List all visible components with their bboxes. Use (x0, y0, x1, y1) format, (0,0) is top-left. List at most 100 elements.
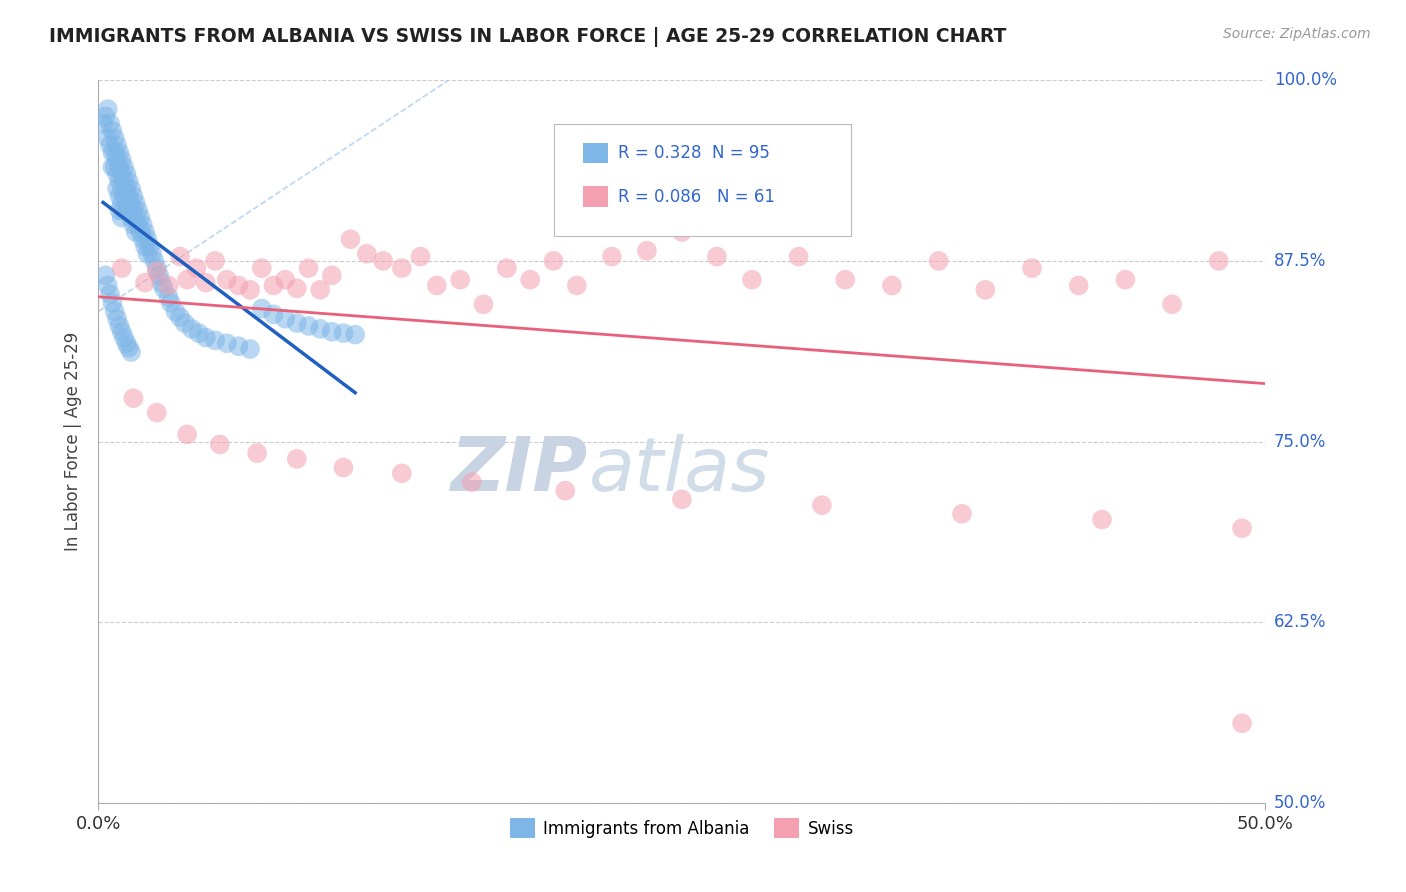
Point (118, 189, 141, 203)
Point (111, 261, 134, 276)
Point (1230, 521, 1253, 535)
Point (146, 406, 169, 420)
Point (297, 318, 319, 333)
Point (125, 196, 148, 211)
Point (120, 196, 142, 211)
Point (215, 273, 238, 287)
Point (356, 246, 378, 260)
Point (1208, 254, 1230, 268)
Point (111, 325, 134, 339)
Point (91, 117, 114, 131)
Point (111, 211, 134, 225)
Point (339, 232, 361, 246)
Point (104, 145, 127, 160)
Point (132, 232, 155, 246)
Point (332, 326, 354, 341)
Text: 87.5%: 87.5% (1274, 252, 1326, 270)
FancyBboxPatch shape (582, 186, 609, 207)
Point (115, 196, 138, 211)
Text: R = 0.328  N = 95: R = 0.328 N = 95 (617, 145, 769, 162)
Point (274, 273, 297, 287)
Point (127, 203, 149, 218)
Point (169, 250, 191, 264)
Point (129, 211, 152, 225)
Point (461, 475, 484, 489)
Point (104, 304, 127, 318)
Point (543, 254, 565, 268)
Point (111, 153, 134, 167)
Point (122, 189, 145, 203)
Point (262, 307, 284, 321)
Point (157, 278, 180, 293)
Point (108, 174, 131, 188)
Point (146, 264, 169, 278)
Point (111, 167, 134, 181)
Point (297, 261, 319, 276)
Point (120, 345, 142, 359)
Point (132, 218, 155, 232)
Point (152, 281, 174, 295)
Y-axis label: In Labor Force | Age 25-29: In Labor Force | Age 25-29 (65, 332, 83, 551)
Point (1067, 278, 1090, 293)
Point (787, 250, 810, 264)
Point (228, 339, 250, 353)
Point (186, 261, 208, 276)
Point (928, 254, 950, 268)
Point (285, 451, 308, 466)
Point (187, 326, 209, 341)
Point (671, 225, 693, 239)
Point (741, 273, 763, 287)
Text: R = 0.086   N = 61: R = 0.086 N = 61 (617, 187, 775, 205)
Point (129, 225, 152, 239)
Point (671, 492, 693, 507)
Point (1114, 273, 1136, 287)
Point (176, 273, 198, 287)
Point (1161, 297, 1184, 311)
Point (204, 254, 226, 268)
Point (115, 167, 138, 181)
Point (636, 244, 658, 258)
Point (519, 273, 541, 287)
Point (112, 189, 135, 203)
Point (143, 254, 166, 268)
Point (112, 330, 135, 344)
Point (285, 281, 308, 295)
Point (834, 273, 856, 287)
Point (111, 196, 134, 211)
Text: 100.0%: 100.0% (1274, 71, 1337, 89)
Point (101, 295, 124, 310)
Point (496, 261, 519, 276)
Text: atlas: atlas (589, 434, 770, 507)
Point (1230, 716, 1253, 731)
Point (309, 322, 332, 336)
Point (194, 276, 217, 290)
Point (134, 276, 156, 290)
Text: IMMIGRANTS FROM ALBANIA VS SWISS IN LABOR FORCE | AGE 25-29 CORRELATION CHART: IMMIGRANTS FROM ALBANIA VS SWISS IN LABO… (49, 27, 1007, 46)
Point (122, 391, 145, 405)
Text: 50.0%: 50.0% (1274, 794, 1326, 812)
Point (111, 181, 134, 195)
Point (157, 290, 180, 304)
Point (246, 446, 269, 460)
Point (134, 225, 156, 239)
Point (125, 225, 148, 239)
Point (98, 287, 121, 301)
Point (101, 124, 124, 138)
Point (391, 261, 413, 276)
Point (122, 203, 145, 218)
Point (112, 174, 135, 188)
Text: 62.5%: 62.5% (1274, 613, 1326, 632)
Text: ZIP: ZIP (451, 434, 589, 507)
Point (120, 181, 142, 195)
Point (472, 297, 495, 311)
Point (373, 254, 395, 268)
Point (136, 246, 159, 260)
Text: 75.0%: 75.0% (1274, 433, 1326, 450)
Point (108, 189, 131, 203)
Point (173, 316, 195, 330)
Point (98, 138, 121, 153)
Point (150, 276, 173, 290)
Point (409, 250, 432, 264)
Point (321, 268, 343, 283)
Point (108, 160, 131, 174)
